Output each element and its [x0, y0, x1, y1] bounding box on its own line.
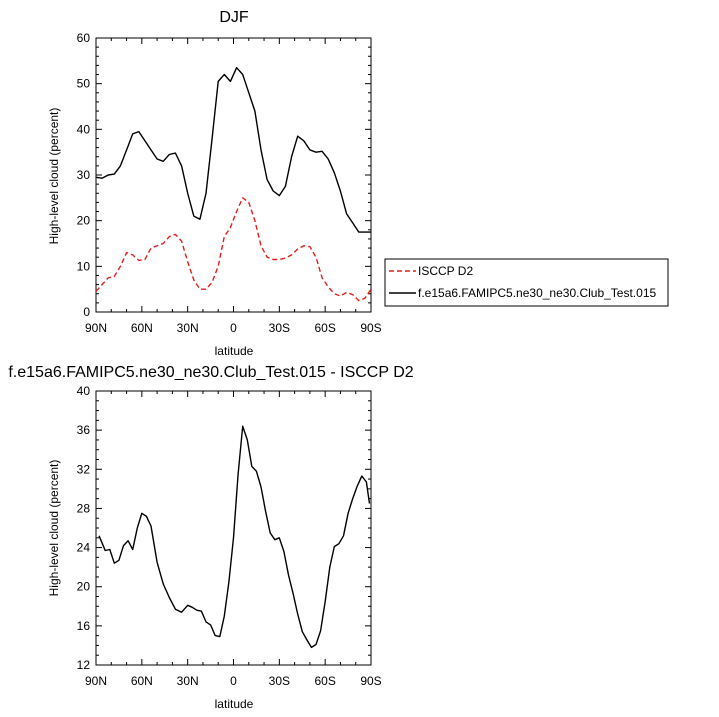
top-plot-frame — [95, 37, 372, 313]
bottom-y-tick-label: 36 — [77, 423, 91, 437]
bottom-x-tick-label: 30N — [177, 674, 199, 688]
top-x-tick-label: 60N — [131, 321, 153, 335]
bottom-x-tick-label: 90S — [360, 674, 381, 688]
top-x-tick-label: 30S — [269, 321, 290, 335]
top-panel: DJF 90N 60N 30N 0 30S 60S 90S 0 10 20 30 40 50 60 lat… — [47, 9, 669, 358]
bottom-x-axis-label: latitude — [215, 697, 254, 711]
bottom-x-tick-label: 60N — [131, 674, 153, 688]
bottom-y-tick-label: 20 — [77, 580, 91, 594]
bottom-y-tick-label: 24 — [77, 541, 91, 555]
top-y-tick-label: 40 — [77, 122, 91, 136]
top-series-line-1 — [95, 66, 371, 233]
top-y-tick-label: 60 — [77, 31, 91, 45]
top-series-line-0 — [95, 197, 372, 302]
legend-label-model: f.e15a6.FAMIPC5.ne30_ne30.Club_Test.015 — [418, 286, 656, 300]
bottom-x-tick-label: 60S — [314, 674, 335, 688]
bottom-panel: f.e15a6.FAMIPC5.ne30_ne30.Club_Test.015 … — [8, 364, 413, 711]
bottom-y-tick-label: 32 — [77, 462, 91, 476]
top-y-tick-label: 50 — [77, 77, 91, 91]
bottom-x-tick-label: 90N — [85, 674, 107, 688]
top-y-axis-label: High-level cloud (percent) — [47, 108, 61, 245]
top-x-tick-label: 0 — [230, 321, 237, 335]
top-y-tick-label: 10 — [77, 259, 91, 273]
top-chart-title: DJF — [219, 9, 249, 26]
bottom-y-tick-label: 12 — [77, 658, 91, 672]
top-y-tick-label: 30 — [77, 168, 91, 182]
bottom-y-tick-label: 16 — [77, 619, 91, 633]
legend: ISCCP D2 f.e15a6.FAMIPC5.ne30_ne30.Club_… — [384, 258, 669, 307]
legend-label-isccp: ISCCP D2 — [418, 264, 473, 278]
bottom-y-axis-label: High-level cloud (percent) — [47, 460, 61, 597]
bottom-chart-title: f.e15a6.FAMIPC5.ne30_ne30.Club_Test.015 … — [8, 364, 413, 381]
top-y-tick-label: 20 — [77, 214, 91, 228]
bottom-series-line-0 — [98, 425, 371, 649]
top-x-tick-label: 90N — [85, 321, 107, 335]
legend-box — [384, 258, 669, 307]
top-y-tick-label: 0 — [83, 305, 90, 319]
bottom-y-tick-label: 28 — [77, 501, 91, 515]
bottom-x-tick-label: 30S — [269, 674, 290, 688]
top-x-tick-label: 30N — [177, 321, 199, 335]
top-x-tick-label: 90S — [360, 321, 381, 335]
top-x-axis-label: latitude — [215, 344, 254, 358]
bottom-x-tick-label: 0 — [230, 674, 237, 688]
bottom-y-tick-label: 40 — [77, 384, 91, 398]
top-x-tick-label: 60S — [314, 321, 335, 335]
